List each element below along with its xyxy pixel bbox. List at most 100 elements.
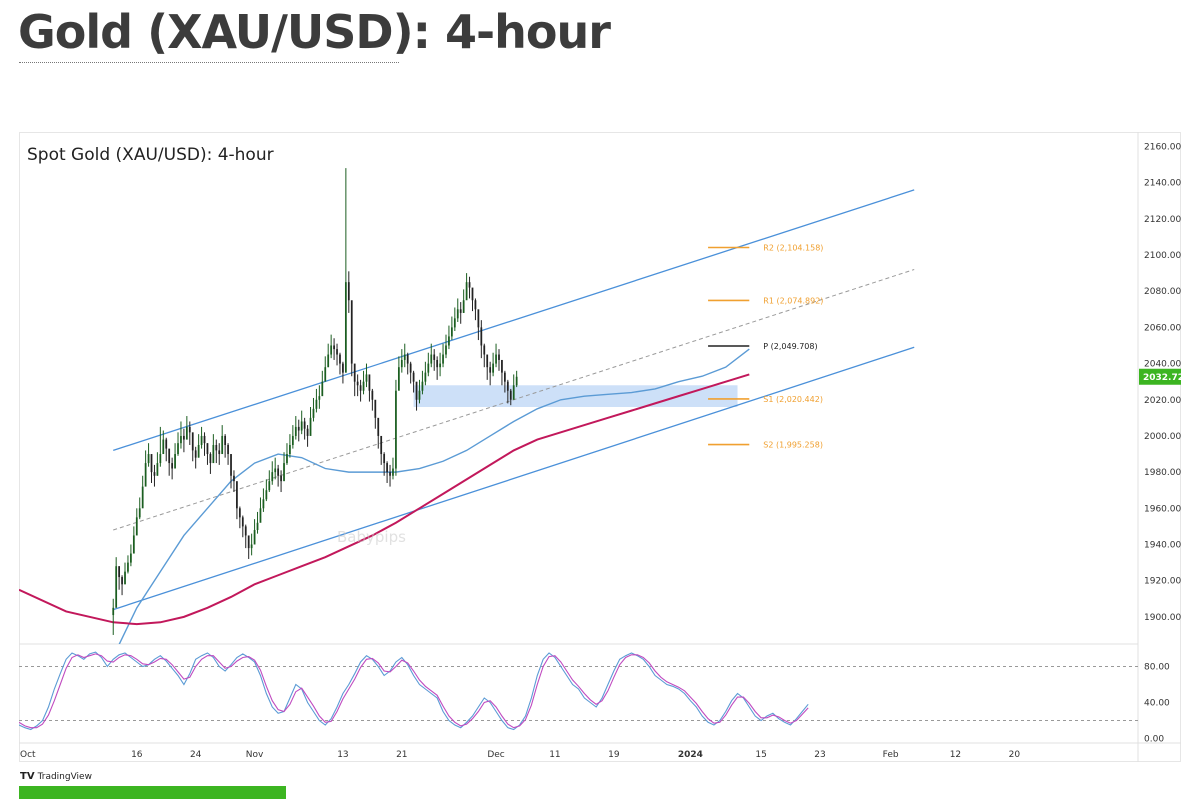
candle bbox=[477, 309, 480, 341]
pivot-label: S2 (1,995.258) bbox=[763, 441, 823, 450]
candle-body bbox=[309, 417, 312, 436]
candle bbox=[327, 343, 330, 368]
candle bbox=[247, 535, 250, 559]
watermark: Babypips bbox=[337, 528, 406, 546]
price-tick-label: 2000.000 bbox=[1144, 432, 1181, 442]
candle bbox=[459, 302, 462, 324]
current-price-badge bbox=[1139, 368, 1181, 385]
candle-body bbox=[456, 309, 459, 319]
candle-body bbox=[127, 562, 129, 572]
candle-body bbox=[250, 544, 253, 549]
stoch-d-line bbox=[19, 653, 809, 729]
candle-body bbox=[374, 399, 377, 418]
candle bbox=[206, 443, 209, 465]
candle-body bbox=[468, 282, 471, 288]
chart-svg[interactable]: R2 (2,104.158) R1 (2,074.892) P (2,049.708… bbox=[19, 132, 1181, 762]
candle bbox=[159, 426, 162, 467]
candle bbox=[386, 461, 388, 483]
candle bbox=[474, 298, 477, 321]
candle-body bbox=[294, 426, 297, 436]
candle-body bbox=[492, 363, 494, 373]
candle bbox=[442, 343, 444, 368]
candle-body bbox=[212, 444, 215, 464]
candle-body bbox=[183, 435, 185, 440]
price-tick-label: 1980.000 bbox=[1144, 468, 1181, 478]
time-tick-label: 11 bbox=[549, 750, 560, 760]
candle bbox=[200, 426, 203, 449]
time-tick-label: 24 bbox=[190, 750, 202, 760]
candle bbox=[256, 511, 259, 534]
candle bbox=[324, 356, 327, 382]
candle-body bbox=[383, 454, 386, 464]
candle bbox=[445, 334, 447, 359]
candle bbox=[439, 352, 441, 377]
candle bbox=[300, 410, 303, 435]
candle bbox=[350, 300, 353, 377]
candle bbox=[397, 356, 400, 391]
candle-body bbox=[442, 354, 444, 364]
candle-body bbox=[318, 396, 321, 400]
candle-body bbox=[265, 490, 268, 500]
candle bbox=[353, 363, 356, 397]
time-tick-label: 13 bbox=[337, 750, 348, 760]
candle-body bbox=[150, 454, 153, 473]
candle bbox=[221, 425, 224, 455]
candle-body bbox=[336, 349, 338, 355]
time-tick-label: 15 bbox=[755, 750, 766, 760]
candle-body bbox=[403, 354, 406, 360]
candle bbox=[286, 443, 288, 465]
candle bbox=[448, 325, 450, 350]
candle bbox=[492, 352, 494, 377]
support-zone bbox=[413, 385, 738, 407]
candle-body bbox=[227, 444, 229, 455]
candle-body bbox=[498, 354, 500, 360]
candle-body bbox=[112, 607, 115, 616]
candle bbox=[271, 461, 274, 485]
candle bbox=[389, 464, 391, 487]
candle bbox=[197, 434, 200, 458]
candle bbox=[371, 388, 374, 411]
time-axis[interactable]: Oct 16 24 Nov 13 21 Dec 11 19 2024 15 23 Feb 12 20 bbox=[20, 750, 1020, 760]
tradingview-logo-text: TradingView bbox=[37, 772, 92, 782]
candle bbox=[147, 443, 150, 467]
candle-body bbox=[194, 450, 197, 458]
time-tick-label: 2024 bbox=[678, 750, 703, 760]
candle bbox=[362, 370, 365, 395]
candle bbox=[174, 443, 176, 469]
candle-body bbox=[453, 318, 456, 328]
tradingview-logo: TV TradingView bbox=[20, 771, 92, 782]
candle bbox=[395, 379, 397, 476]
candle bbox=[450, 316, 453, 341]
stoch-tick-label: 40.00 bbox=[1144, 699, 1170, 709]
candle-body bbox=[368, 374, 371, 391]
candle bbox=[291, 425, 294, 449]
price-tick-label: 2060.000 bbox=[1144, 323, 1181, 333]
candle bbox=[150, 454, 153, 483]
candle bbox=[244, 524, 247, 549]
candle bbox=[318, 385, 321, 409]
candle bbox=[209, 452, 212, 474]
candle bbox=[230, 454, 232, 489]
candle bbox=[165, 437, 168, 462]
candle-body bbox=[141, 486, 144, 509]
candle bbox=[503, 370, 506, 393]
candle bbox=[112, 598, 115, 635]
candle-body bbox=[439, 363, 441, 368]
candle bbox=[124, 562, 126, 585]
candle bbox=[515, 370, 518, 388]
price-tick-label: 1940.000 bbox=[1144, 540, 1181, 550]
candle bbox=[253, 519, 256, 545]
price-tick-label: 2140.000 bbox=[1144, 179, 1181, 189]
stoch-k-line bbox=[19, 651, 809, 731]
candle bbox=[127, 555, 129, 574]
candle bbox=[115, 557, 118, 608]
candle bbox=[347, 271, 350, 313]
price-axis[interactable]: 2160.000 2140.000 2120.000 2100.000 2080.000… bbox=[1139, 142, 1181, 623]
candle bbox=[144, 450, 147, 487]
chart-frame[interactable]: R2 (2,104.158) R1 (2,074.892) P (2,049.708… bbox=[19, 132, 1181, 762]
pivot-level: R2 (2,104.158) bbox=[708, 244, 823, 253]
candle bbox=[183, 428, 185, 453]
stoch-tick-label: 80.00 bbox=[1144, 663, 1170, 673]
candle bbox=[277, 464, 280, 487]
candle-body bbox=[448, 336, 450, 346]
